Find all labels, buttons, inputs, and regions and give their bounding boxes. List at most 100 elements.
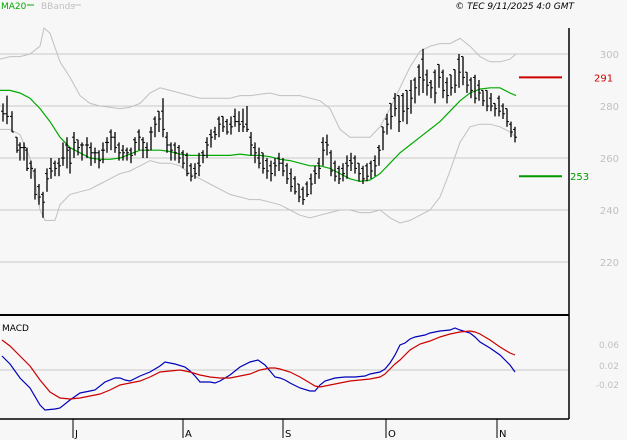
legend-ma20: MA20 — [1, 2, 27, 12]
ohlc-bar — [385, 113, 389, 135]
ohlc-bar — [377, 145, 381, 166]
ohlc-bar — [321, 137, 325, 166]
ohlc-bar — [317, 158, 321, 179]
macd-line — [1, 327, 516, 411]
ohlc-bar — [309, 173, 313, 195]
ohlc-bar — [393, 93, 397, 117]
legend-bbands: BBands — [41, 2, 75, 12]
ohlc-bar — [153, 116, 157, 138]
ohlc-bar — [417, 64, 421, 96]
ohlc-bar — [129, 147, 133, 164]
ohlc-bar — [381, 126, 385, 151]
x-tick-label: O — [388, 429, 396, 440]
ma20-line — [0, 87, 517, 183]
ohlc-bar — [65, 137, 69, 169]
x-tick-label: S — [285, 429, 291, 440]
ohlc-bar — [189, 163, 193, 182]
ohlc-bar — [313, 165, 317, 184]
ohlc-bar — [461, 56, 465, 86]
ohlc-bar — [157, 110, 161, 132]
ohlc-bar — [68, 147, 72, 174]
ohlc-bar — [193, 163, 197, 179]
ohlc-bar — [117, 142, 121, 161]
ohlc-bar — [201, 150, 205, 164]
ma20-polyline — [0, 87, 517, 183]
ohlc-bar — [397, 95, 401, 132]
macd-label: MACD — [2, 324, 29, 334]
ohlc-bar — [149, 126, 153, 151]
ohlc-bar — [15, 136, 19, 153]
ohlc-bar — [353, 155, 357, 174]
ohlc-bar — [101, 142, 105, 164]
ohlc-bar — [433, 69, 437, 104]
bollinger-bands — [0, 27, 517, 224]
ohlc-bar — [445, 77, 449, 104]
ohlc-bar — [181, 150, 185, 169]
ohlc-bar — [205, 137, 209, 158]
ohlc-bar — [137, 129, 141, 151]
ohlc-bar — [361, 165, 365, 184]
ohlc-bar — [245, 106, 249, 132]
ohlc-bar — [1, 103, 5, 122]
ohlc-bar — [453, 69, 457, 93]
ohlc-bar — [405, 89, 409, 125]
ohlc-bar — [489, 93, 493, 112]
ohlc-bar — [273, 158, 277, 177]
ohlc-bar — [401, 93, 405, 122]
ohlc-bar — [49, 158, 53, 179]
macd-y-axis: 0.06 0.02 -0.02 — [596, 341, 620, 391]
ohlc-bar — [249, 132, 253, 156]
ohlc-bar — [477, 80, 481, 101]
ohlc-bar — [441, 69, 445, 99]
ohlc-bar — [421, 48, 425, 93]
ohlc-bar — [277, 152, 281, 171]
x-tick-label: N — [499, 429, 506, 440]
ohlc-bar — [349, 152, 353, 171]
ohlc-bar — [333, 160, 337, 182]
ohlc-bar — [497, 95, 501, 117]
ohlc-bar — [261, 152, 265, 174]
ohlc-bar — [76, 139, 80, 156]
ohlc-bar — [345, 155, 349, 179]
price-y-axis: 300 280 260 240 220 — [600, 50, 619, 269]
ohlc-bar — [281, 158, 285, 177]
ohlc-bar — [293, 176, 297, 195]
ohlc-bar — [53, 160, 57, 177]
ohlc-bar — [113, 132, 117, 153]
ohlc-bar — [253, 142, 257, 164]
ohlc-bar — [229, 116, 233, 135]
y-tick-label: 300 — [600, 50, 619, 61]
ohlc-bar — [297, 183, 301, 203]
y-tick-label: 260 — [600, 154, 619, 165]
ohlc-bar — [265, 158, 269, 179]
ohlc-bar — [61, 142, 65, 166]
ohlc-bar — [169, 142, 173, 161]
y-tick-label: 240 — [600, 206, 619, 217]
ohlc-bar — [45, 168, 49, 192]
x-tick-label: J — [74, 429, 78, 440]
ohlc-bar — [257, 147, 261, 169]
ohlc-bar — [10, 111, 14, 133]
ohlc-bar — [509, 121, 513, 138]
price-bars — [1, 48, 517, 218]
ohlc-bar — [409, 80, 413, 114]
ohlc-bar — [72, 132, 76, 158]
ohlc-bar — [465, 71, 469, 93]
ohlc-bar — [485, 89, 489, 112]
macd-tick-label: -0.02 — [596, 381, 619, 391]
ohlc-bar — [165, 132, 169, 153]
price-gridlines — [0, 53, 569, 263]
ohlc-bar — [22, 142, 26, 161]
ohlc-bar — [325, 134, 329, 156]
ohlc-bar — [365, 163, 369, 182]
ohlc-bar — [217, 116, 221, 138]
resistance-label: 291 — [594, 73, 613, 84]
ohlc-bar — [425, 69, 429, 96]
ohlc-bar — [29, 160, 33, 179]
signal-line — [1, 330, 516, 400]
ohlc-bar — [337, 165, 341, 184]
ohlc-bar — [369, 160, 373, 179]
ohlc-bar — [85, 137, 89, 158]
